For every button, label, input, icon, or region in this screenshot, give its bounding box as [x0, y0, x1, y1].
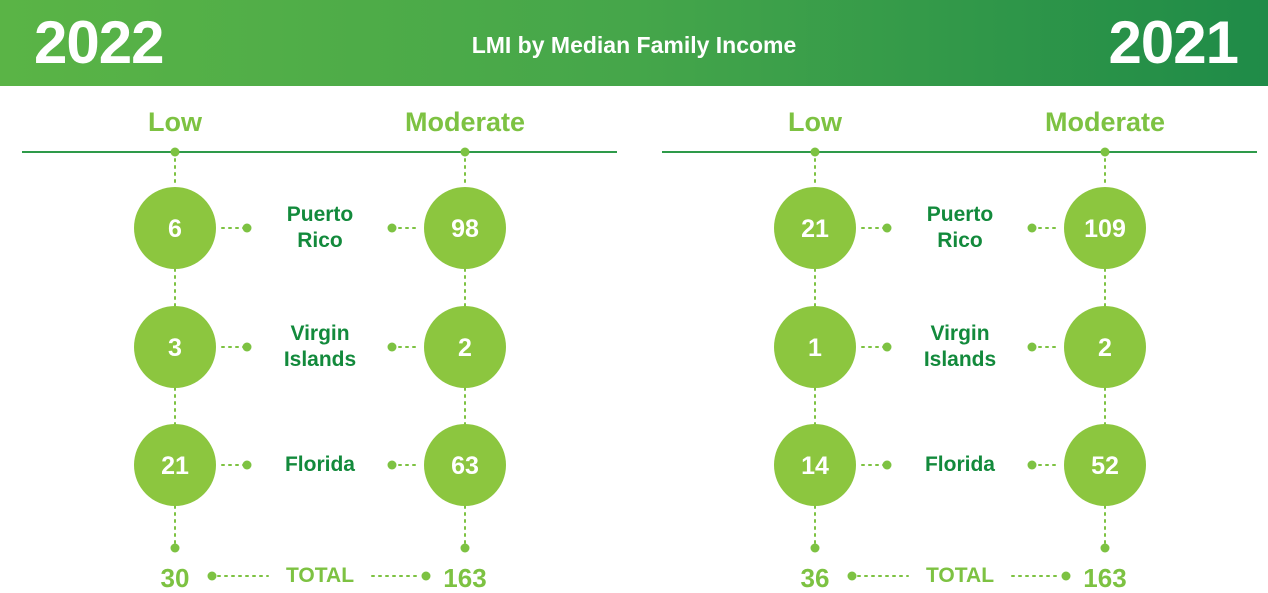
column-header: Low	[788, 107, 842, 137]
bubble	[774, 306, 856, 388]
dot	[882, 342, 892, 352]
total-value: 30	[160, 563, 190, 593]
dot	[1100, 543, 1110, 553]
bubble-value: 14	[801, 452, 829, 480]
dot	[387, 460, 397, 470]
row-label: Virgin Islands	[923, 322, 997, 371]
dot	[1027, 342, 1037, 352]
bubble-value: 6	[168, 215, 182, 243]
row-label: Virgin Islands	[283, 322, 357, 371]
bubble	[1064, 306, 1146, 388]
row-label: Puerto Rico	[286, 203, 354, 252]
bubble-value: 52	[1091, 452, 1119, 480]
title: LMI by Median Family Income	[471, 32, 797, 58]
dot	[882, 223, 892, 233]
bubble	[1064, 187, 1146, 269]
bubble-value: 21	[161, 452, 189, 480]
bubble	[774, 187, 856, 269]
column-header: Moderate	[404, 107, 526, 137]
bubble-value: 1	[808, 334, 822, 362]
bubble	[134, 187, 216, 269]
bubble-value: 98	[451, 215, 479, 243]
bubble-value: 2	[458, 334, 472, 362]
dot	[242, 223, 252, 233]
bubble	[424, 187, 506, 269]
dot	[242, 342, 252, 352]
right-year: 2021	[1108, 9, 1239, 76]
dot	[387, 342, 397, 352]
dot	[170, 147, 180, 157]
total-value: 36	[800, 563, 830, 593]
bubble-value: 109	[1084, 215, 1126, 243]
dot	[460, 147, 470, 157]
dot	[1061, 571, 1071, 581]
dot	[882, 460, 892, 470]
bubble	[1064, 424, 1146, 506]
total-value: 163	[443, 563, 487, 593]
row-label: Florida	[924, 453, 995, 476]
bubble	[424, 306, 506, 388]
dot	[1100, 147, 1110, 157]
bubble-value: 2	[1098, 334, 1112, 362]
total-label: TOTAL	[285, 564, 355, 587]
dot	[421, 571, 431, 581]
column-header: Moderate	[1044, 107, 1166, 137]
bubble-value: 21	[801, 215, 829, 243]
dot	[460, 543, 470, 553]
dot	[170, 543, 180, 553]
row-label: Florida	[284, 453, 355, 476]
dot	[207, 571, 217, 581]
total-label: TOTAL	[925, 564, 995, 587]
dot	[810, 543, 820, 553]
total-value: 163	[1083, 563, 1127, 593]
bubble-value: 3	[168, 334, 182, 362]
header: 2022 LMI by Median Family Income 2021	[0, 0, 1268, 86]
bubble	[424, 424, 506, 506]
row-label: Puerto Rico	[926, 203, 994, 252]
bubble	[134, 306, 216, 388]
dot	[1027, 223, 1037, 233]
dot	[1027, 460, 1037, 470]
dot	[810, 147, 820, 157]
left-year: 2022	[34, 9, 164, 76]
dot	[847, 571, 857, 581]
column-header: Low	[148, 107, 202, 137]
bubble-value: 63	[451, 452, 479, 480]
dot	[387, 223, 397, 233]
bubble	[774, 424, 856, 506]
dot	[242, 460, 252, 470]
bubble	[134, 424, 216, 506]
